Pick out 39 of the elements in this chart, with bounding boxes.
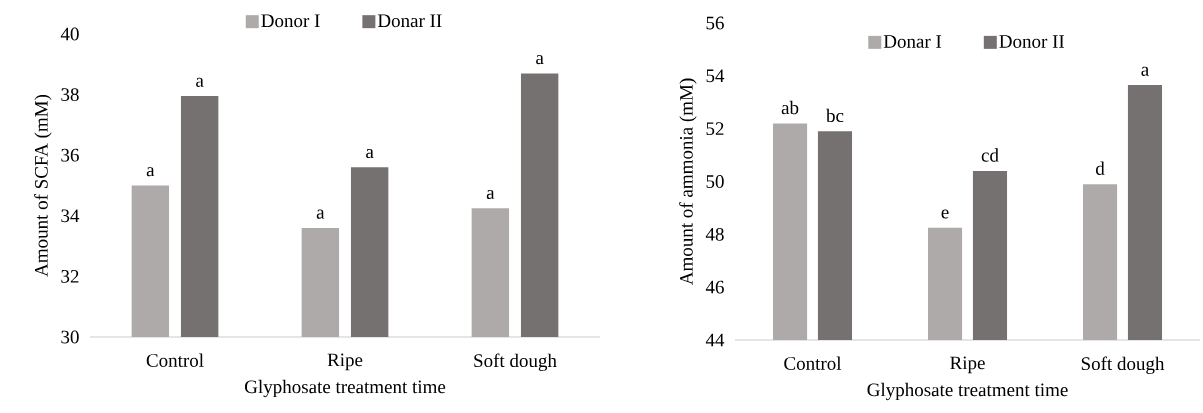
y-tick-label: 32 xyxy=(61,270,79,283)
y-tick-label: 40 xyxy=(60,27,79,41)
y-tick-label: 54 xyxy=(706,69,725,83)
x-tick-label: Control xyxy=(784,356,842,370)
x-axis-title: Glyphosate treatment time xyxy=(245,379,446,398)
data-label: ab xyxy=(781,100,799,115)
data-label: a xyxy=(316,209,325,219)
data-label: d xyxy=(1095,161,1105,175)
y-tick-label: 38 xyxy=(61,88,79,102)
y-tick-label: 56 xyxy=(706,16,724,30)
x-tick-label: Ripe xyxy=(950,356,985,374)
y-axis-title: Amount of ammonia (mM) xyxy=(679,78,697,285)
legend-label: Donor II xyxy=(999,35,1065,48)
x-tick-label: Ripe xyxy=(327,353,363,371)
y-tick-label: 34 xyxy=(61,209,80,223)
data-label: cd xyxy=(981,148,999,162)
data-label: e xyxy=(941,209,949,219)
data-label: a xyxy=(1141,66,1149,76)
y-tick-label: 30 xyxy=(61,330,79,344)
data-label: a xyxy=(486,189,495,200)
data-label: bc xyxy=(826,108,844,123)
x-axis-title: Glyphosate treatment time xyxy=(867,382,1068,401)
legend-label: Donar I xyxy=(883,35,942,48)
y-tick-label: 36 xyxy=(61,148,79,162)
y-tick-label: 46 xyxy=(705,280,724,294)
x-tick-label: Control xyxy=(146,353,204,367)
data-label: a xyxy=(366,149,374,159)
legend-label: Donar II xyxy=(377,14,442,28)
y-tick-label: 44 xyxy=(705,333,725,347)
y-tick-label: 52 xyxy=(706,122,724,136)
x-tick-label: Soft dough xyxy=(1081,356,1165,374)
data-label: a xyxy=(536,55,544,65)
data-label: a xyxy=(146,167,155,177)
y-tick-label: 48 xyxy=(705,227,724,241)
y-axis-title: Amount of SCFA (mM) xyxy=(34,94,52,277)
y-tick-label: 50 xyxy=(706,175,724,188)
x-tick-label: Soft dough xyxy=(474,353,557,371)
legend-label: Donor I xyxy=(261,14,320,28)
data-label: a xyxy=(196,77,204,87)
